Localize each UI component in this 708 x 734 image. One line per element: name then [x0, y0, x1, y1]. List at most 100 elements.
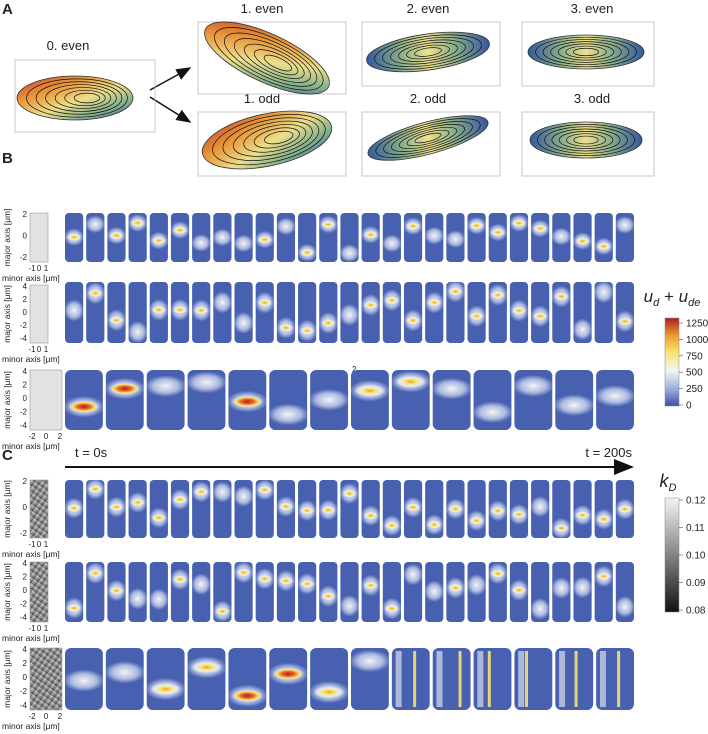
- cell: [106, 213, 127, 262]
- surface: [201, 110, 333, 170]
- cell: [308, 648, 350, 710]
- cell-hotspot: [490, 506, 506, 515]
- cell-hotspot: [405, 503, 421, 512]
- surface: [366, 31, 490, 73]
- cell: [191, 213, 212, 262]
- contour: [382, 36, 474, 68]
- cell-hotspot: [405, 316, 421, 325]
- contour: [374, 34, 482, 70]
- contour: [375, 118, 481, 158]
- contour: [558, 131, 614, 149]
- label-part: +: [659, 287, 678, 306]
- cell-glow: [381, 234, 402, 253]
- cell-hotspot: [384, 604, 400, 613]
- cell: [85, 478, 106, 538]
- cell: [487, 480, 508, 538]
- contour: [390, 39, 466, 65]
- cell: [170, 562, 191, 622]
- bounding-box: [521, 111, 655, 177]
- cell-glow: [148, 588, 169, 611]
- x-axis-label: minor axis [μm]: [2, 549, 60, 559]
- cell: [127, 282, 148, 343]
- cell: [339, 480, 360, 538]
- cell: [424, 480, 445, 538]
- y-tick-label: 2: [23, 477, 28, 486]
- cell-hotspot: [554, 524, 569, 533]
- cell: [191, 282, 212, 343]
- x-tick-label: 0: [37, 540, 42, 549]
- cell-hotspot: [321, 506, 336, 515]
- y-tick-label: -4: [20, 701, 28, 710]
- cell: [530, 213, 551, 262]
- cell-hotspot: [190, 661, 223, 674]
- cell-hotspot: [511, 510, 527, 519]
- cell: [445, 562, 466, 622]
- cell-glow: [593, 281, 614, 304]
- cell-band: [525, 651, 529, 707]
- contour: [64, 89, 106, 107]
- y-tick-label: 2: [23, 659, 28, 668]
- cell: [551, 562, 572, 622]
- cell: [445, 280, 466, 343]
- cell: [614, 213, 635, 262]
- cell-hotspot: [617, 317, 633, 326]
- contour: [536, 123, 636, 157]
- x-tick-label: 1: [44, 540, 49, 549]
- cell: [593, 480, 614, 538]
- cell-glow: [212, 481, 233, 503]
- cell: [487, 213, 508, 262]
- axis-box: [29, 369, 63, 431]
- y-tick-label: 0: [23, 673, 28, 682]
- mode-label: 3. odd: [574, 91, 610, 106]
- contour: [253, 127, 300, 149]
- cell: [508, 480, 529, 538]
- cell-glow: [430, 377, 473, 400]
- cell-hotspot: [596, 242, 611, 251]
- cell-hotspot: [384, 521, 400, 530]
- cell-glow: [471, 401, 514, 424]
- cell-glow: [512, 375, 555, 397]
- y-tick-label: -4: [20, 613, 28, 622]
- cell-hotspot: [151, 236, 167, 245]
- x-tick-label: -1: [28, 540, 36, 549]
- y-tick-label: -2: [20, 687, 28, 696]
- contour: [551, 128, 621, 152]
- cell-hotspot: [532, 224, 548, 233]
- cell-glow: [64, 299, 85, 322]
- cell-hotspot: [215, 607, 230, 616]
- cell-hotspot: [151, 305, 167, 314]
- cell: [275, 213, 296, 262]
- x-tick-label: 0: [37, 264, 42, 273]
- y-tick-label: 0: [23, 308, 28, 317]
- contour: [212, 114, 326, 166]
- cell: [170, 213, 191, 262]
- x-tick-label: -1: [28, 345, 36, 354]
- cell: [572, 480, 593, 538]
- annotation: 2: [352, 365, 357, 374]
- cell-hotspot: [231, 689, 264, 702]
- y-axis-label: major axis [μm]: [2, 650, 12, 708]
- cell-glow: [191, 234, 212, 252]
- cell: [254, 562, 275, 622]
- cell: [275, 480, 296, 538]
- cell-hotspot: [257, 235, 273, 244]
- x-tick-label: -1: [28, 624, 36, 633]
- cell: [63, 370, 105, 430]
- y-tick-label: 4: [23, 367, 28, 376]
- cell-hotspot: [231, 395, 264, 408]
- cell: [594, 370, 636, 430]
- y-axis-label: major axis [μm]: [2, 480, 12, 538]
- mode-label: 3. even: [571, 1, 614, 16]
- surface: [527, 34, 645, 70]
- cell-hotspot: [321, 220, 336, 229]
- x-tick-label: 0: [44, 712, 49, 721]
- cell-hotspot: [109, 503, 124, 512]
- y-tick-label: 2: [23, 295, 28, 304]
- cell-hotspot: [511, 306, 527, 315]
- panel-label: A: [2, 1, 13, 18]
- cell-hotspot: [257, 574, 273, 583]
- cell-hotspot: [88, 485, 103, 494]
- cell: [424, 282, 445, 343]
- label-part: u: [644, 287, 654, 306]
- cell-glow: [339, 303, 360, 326]
